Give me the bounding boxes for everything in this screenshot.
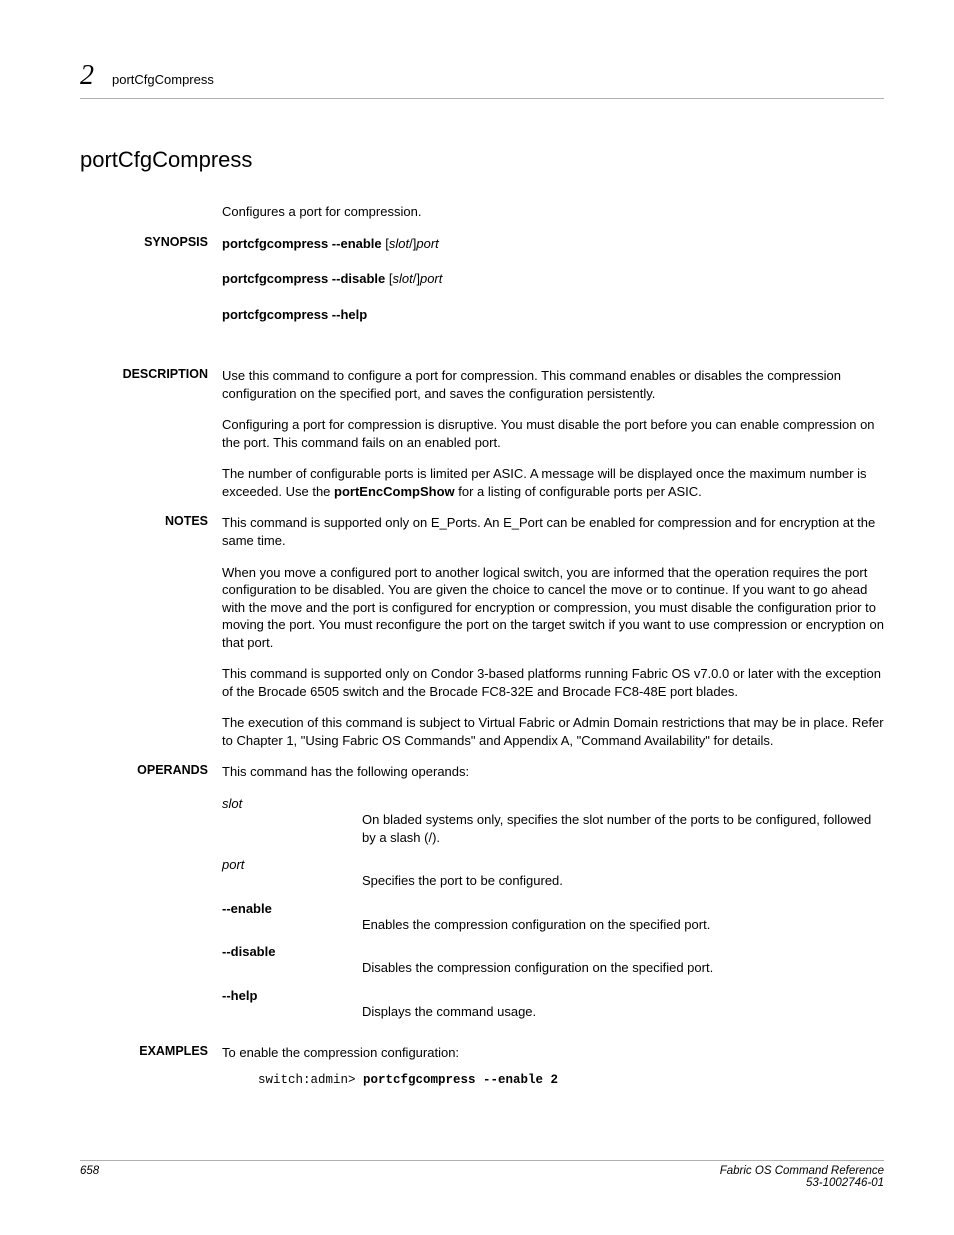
footer-reference: Fabric OS Command Reference 53-1002746-0…	[720, 1165, 884, 1189]
description-paragraph: Configuring a port for compression is di…	[222, 416, 884, 451]
short-description: Configures a port for compression.	[222, 203, 884, 221]
notes-body: This command is supported only on E_Port…	[222, 514, 884, 749]
description-paragraph: Use this command to configure a port for…	[222, 367, 884, 402]
notes-label: NOTES	[80, 514, 222, 749]
operand-term: --help	[222, 987, 362, 1005]
manual-page: 2 portCfgCompress portCfgCompress Config…	[0, 0, 954, 1235]
operand-definition: Specifies the port to be configured.	[362, 856, 884, 890]
synopsis-line: portcfgcompress --enable [slot/]port	[222, 235, 884, 253]
operand-term: --enable	[222, 900, 362, 918]
operand-definition: Disables the compression configuration o…	[362, 943, 884, 977]
operand-term: port	[222, 856, 362, 874]
running-head-title: portCfgCompress	[112, 72, 214, 87]
operand-definition: Enables the compression configuration on…	[362, 900, 884, 934]
synopsis-body: portcfgcompress --enable [slot/]port port…	[222, 235, 884, 342]
operands-intro: This command has the following operands:	[222, 763, 884, 781]
command-title: portCfgCompress	[80, 147, 884, 173]
operand-row: slotOn bladed systems only, specifies th…	[222, 795, 884, 846]
operand-row: portSpecifies the port to be configured.	[222, 856, 884, 890]
notes-paragraph: This command is supported only on E_Port…	[222, 514, 884, 549]
operand-row: --enableEnables the compression configur…	[222, 900, 884, 934]
examples-body: To enable the compression configuration:…	[222, 1044, 884, 1088]
content-body: Configures a port for compression. SYNOP…	[80, 203, 884, 1089]
operand-term: slot	[222, 795, 362, 813]
description-label: DESCRIPTION	[80, 367, 222, 500]
operand-definition: On bladed systems only, specifies the sl…	[362, 795, 884, 846]
notes-paragraph: This command is supported only on Condor…	[222, 665, 884, 700]
notes-paragraph: The execution of this command is subject…	[222, 714, 884, 749]
example-code: switch:admin> portcfgcompress --enable 2	[258, 1072, 884, 1089]
description-body: Use this command to configure a port for…	[222, 367, 884, 500]
operand-term: --disable	[222, 943, 362, 961]
operand-row: --helpDisplays the command usage.	[222, 987, 884, 1021]
notes-paragraph: When you move a configured port to anoth…	[222, 564, 884, 652]
code-prompt: switch:admin>	[258, 1073, 363, 1087]
page-footer: 658 Fabric OS Command Reference 53-10027…	[80, 1160, 884, 1189]
examples-intro: To enable the compression configuration:	[222, 1044, 884, 1062]
footer-ref-line2: 53-1002746-01	[720, 1177, 884, 1189]
operand-definition: Displays the command usage.	[362, 987, 884, 1021]
synopsis-line: portcfgcompress --disable [slot/]port	[222, 270, 884, 288]
operands-label: OPERANDS	[80, 763, 222, 1030]
description-paragraph: The number of configurable ports is limi…	[222, 465, 884, 500]
code-command: portcfgcompress --enable 2	[363, 1073, 558, 1087]
page-header: 2 portCfgCompress	[80, 60, 884, 99]
operands-body: This command has the following operands:…	[222, 763, 884, 1030]
chapter-number: 2	[80, 60, 94, 92]
footer-ref-line1: Fabric OS Command Reference	[720, 1165, 884, 1177]
page-number: 658	[80, 1165, 99, 1189]
examples-label: EXAMPLES	[80, 1044, 222, 1088]
synopsis-label: SYNOPSIS	[80, 235, 222, 342]
operand-row: --disableDisables the compression config…	[222, 943, 884, 977]
synopsis-line: portcfgcompress --help	[222, 306, 884, 324]
